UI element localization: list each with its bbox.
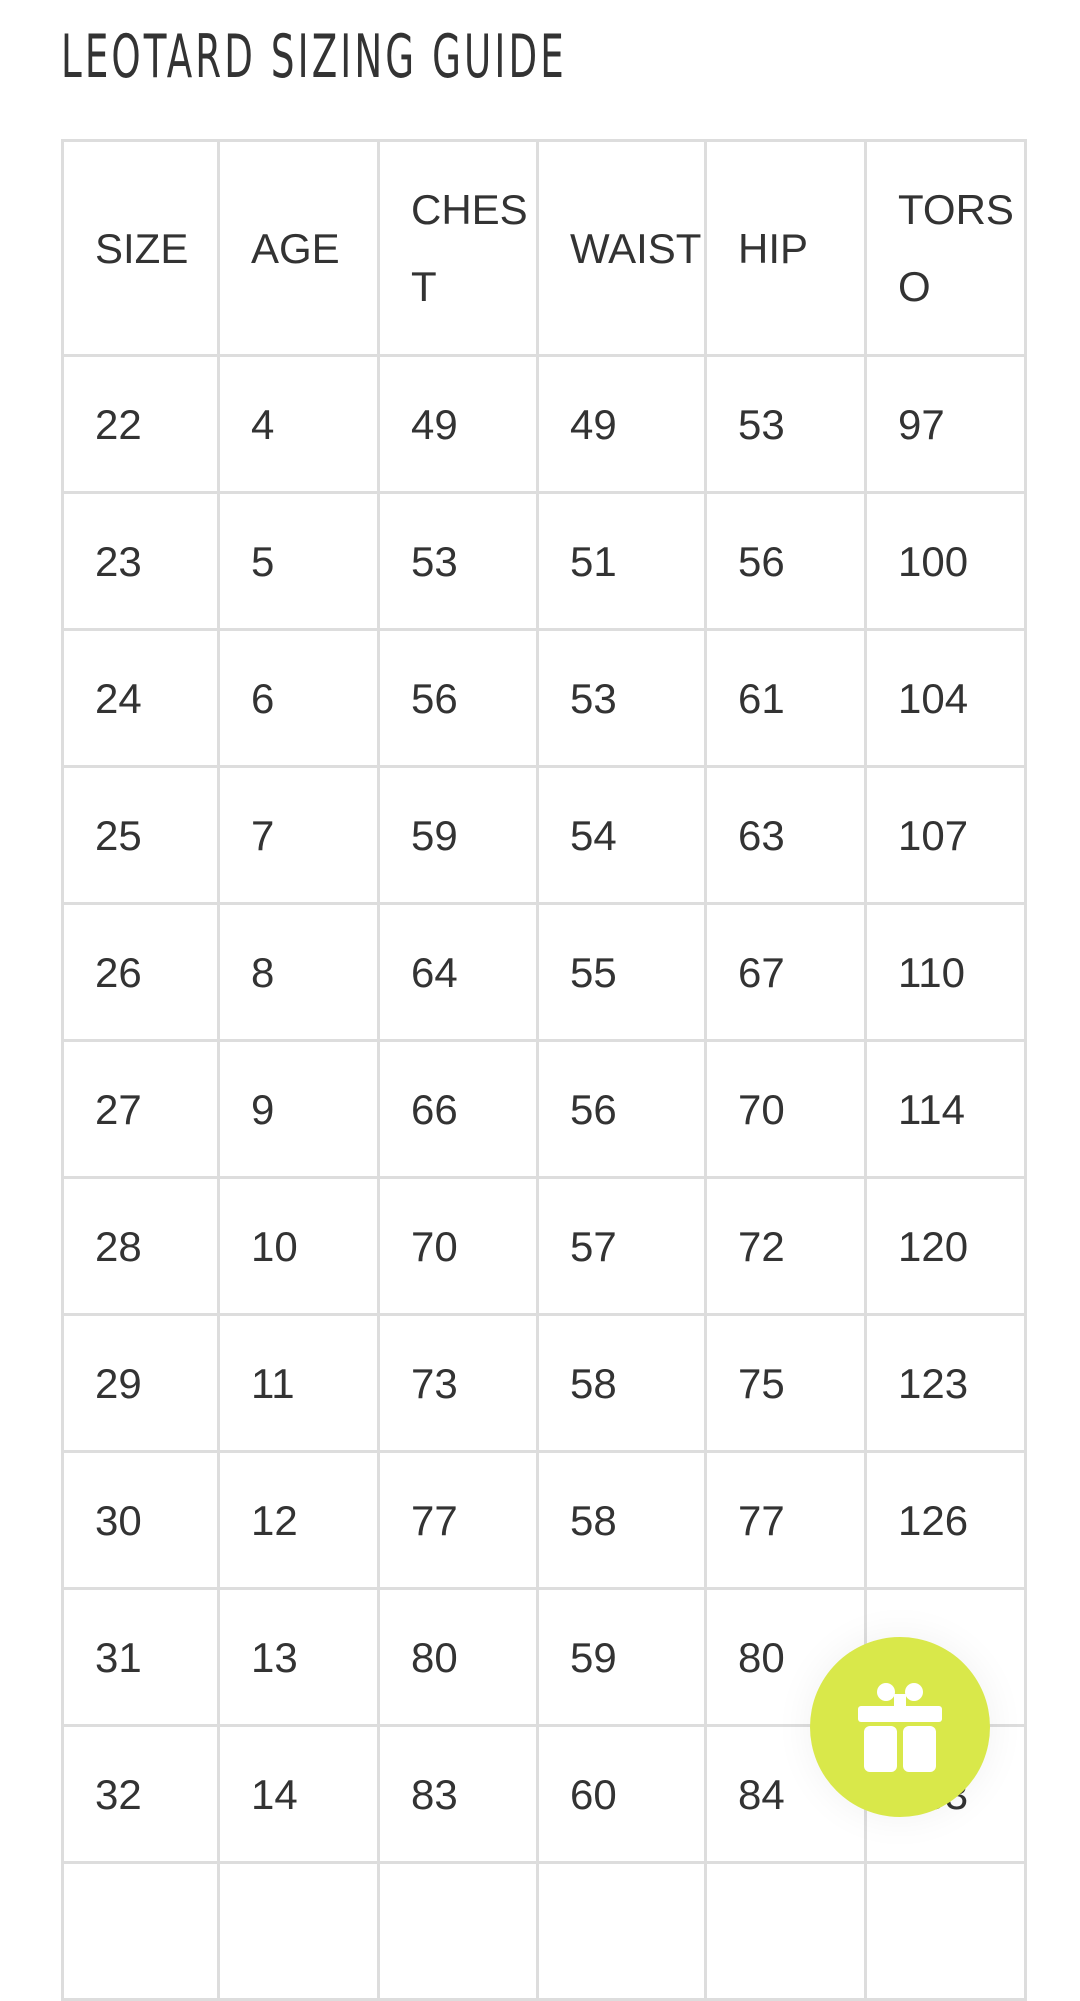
cell-size: 22 — [61, 354, 220, 494]
cell-waist: 54 — [536, 765, 707, 905]
cell-size: 26 — [61, 902, 220, 1042]
cell-age: 7 — [217, 765, 380, 905]
cell-waist: 57 — [536, 1176, 707, 1316]
table-row: 25 7 59 54 63 107 — [61, 765, 1027, 905]
cell-hip: 75 — [704, 1313, 867, 1453]
column-header-size: SIZE — [61, 139, 220, 357]
cell-waist: 56 — [536, 1039, 707, 1179]
cell-waist: 51 — [536, 491, 707, 631]
cell-age: 10 — [217, 1176, 380, 1316]
cell-hip: 70 — [704, 1039, 867, 1179]
table-row: 24 6 56 53 61 104 — [61, 628, 1027, 768]
cell-age: 12 — [217, 1450, 380, 1590]
column-header-waist: WAIST — [536, 139, 707, 357]
cell-torso: 104 — [864, 628, 1027, 768]
cell-size: 28 — [61, 1176, 220, 1316]
cell-torso — [864, 1861, 1027, 2001]
table-row: 27 9 66 56 70 114 — [61, 1039, 1027, 1179]
cell-torso: 126 — [864, 1450, 1027, 1590]
cell-age: 8 — [217, 902, 380, 1042]
cell-waist: 49 — [536, 354, 707, 494]
table-row: 28 10 70 57 72 120 — [61, 1176, 1027, 1316]
cell-chest: 83 — [377, 1724, 539, 1864]
cell-hip: 72 — [704, 1176, 867, 1316]
cell-chest: 49 — [377, 354, 539, 494]
table-row: 23 5 53 51 56 100 — [61, 491, 1027, 631]
cell-chest: 53 — [377, 491, 539, 631]
cell-waist: 60 — [536, 1724, 707, 1864]
cell-torso: 100 — [864, 491, 1027, 631]
cell-chest: 80 — [377, 1587, 539, 1727]
cell-hip: 53 — [704, 354, 867, 494]
cell-size: 25 — [61, 765, 220, 905]
cell-hip: 63 — [704, 765, 867, 905]
cell-size: 30 — [61, 1450, 220, 1590]
cell-chest — [377, 1861, 539, 2001]
sizing-table: SIZE AGE CHEST WAIST HIP TORSO 22 4 49 49 53 97 23 5… — [61, 139, 1027, 2001]
cell-chest: 73 — [377, 1313, 539, 1453]
cell-age: 13 — [217, 1587, 380, 1727]
table-row: 29 11 73 58 75 123 — [61, 1313, 1027, 1453]
cell-hip: 61 — [704, 628, 867, 768]
cell-torso: 97 — [864, 354, 1027, 494]
cell-torso: 110 — [864, 902, 1027, 1042]
cell-hip: 80 — [704, 1587, 867, 1727]
cell-torso: 107 — [864, 765, 1027, 905]
cell-chest: 64 — [377, 902, 539, 1042]
table-row — [61, 1861, 1027, 2001]
cell-size: 23 — [61, 491, 220, 631]
column-header-chest: CHEST — [377, 139, 539, 357]
cell-age: 5 — [217, 491, 380, 631]
table-row: 22 4 49 49 53 97 — [61, 354, 1027, 494]
column-header-hip: HIP — [704, 139, 867, 357]
cell-torso: 114 — [864, 1039, 1027, 1179]
page-title: LEOTARD SIZING GUIDE — [61, 22, 567, 92]
gift-icon — [858, 1683, 942, 1772]
cell-hip: 67 — [704, 902, 867, 1042]
cell-age: 6 — [217, 628, 380, 768]
cell-waist: 59 — [536, 1587, 707, 1727]
cell-size: 31 — [61, 1587, 220, 1727]
column-header-torso: TORSO — [864, 139, 1027, 357]
cell-age — [217, 1861, 380, 2001]
cell-size: 24 — [61, 628, 220, 768]
table-row: 26 8 64 55 67 110 — [61, 902, 1027, 1042]
table-row: 30 12 77 58 77 126 — [61, 1450, 1027, 1590]
cell-chest: 56 — [377, 628, 539, 768]
cell-waist: 55 — [536, 902, 707, 1042]
gift-button[interactable] — [810, 1637, 990, 1817]
cell-waist: 58 — [536, 1450, 707, 1590]
cell-age: 9 — [217, 1039, 380, 1179]
cell-age: 4 — [217, 354, 380, 494]
cell-waist: 53 — [536, 628, 707, 768]
table-header-row: SIZE AGE CHEST WAIST HIP TORSO — [61, 139, 1027, 357]
cell-chest: 66 — [377, 1039, 539, 1179]
cell-size: 27 — [61, 1039, 220, 1179]
cell-hip: 56 — [704, 491, 867, 631]
cell-torso: 120 — [864, 1176, 1027, 1316]
cell-hip — [704, 1861, 867, 2001]
cell-chest: 59 — [377, 765, 539, 905]
cell-size: 32 — [61, 1724, 220, 1864]
cell-waist: 58 — [536, 1313, 707, 1453]
cell-torso: 123 — [864, 1313, 1027, 1453]
column-header-age: AGE — [217, 139, 380, 357]
cell-size — [61, 1861, 220, 2001]
cell-chest: 70 — [377, 1176, 539, 1316]
cell-size: 29 — [61, 1313, 220, 1453]
cell-hip: 77 — [704, 1450, 867, 1590]
cell-age: 14 — [217, 1724, 380, 1864]
cell-age: 11 — [217, 1313, 380, 1453]
cell-chest: 77 — [377, 1450, 539, 1590]
cell-waist — [536, 1861, 707, 2001]
